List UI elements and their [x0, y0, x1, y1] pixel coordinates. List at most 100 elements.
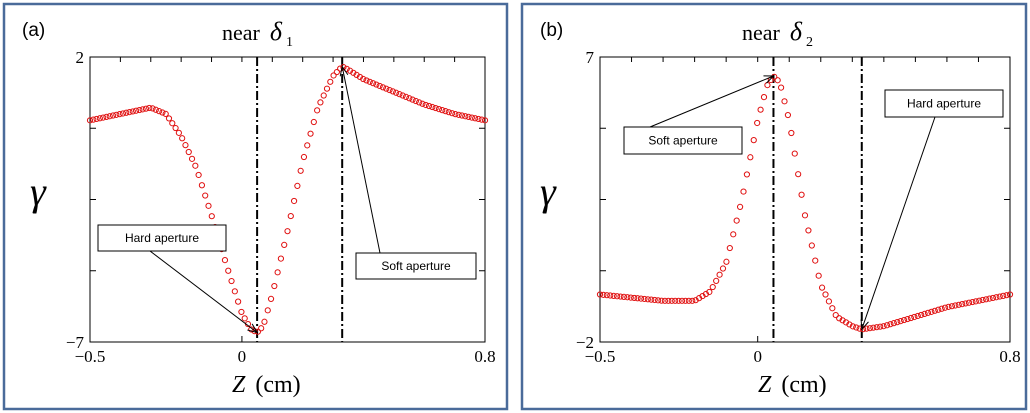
panel-a-data-point: [393, 89, 400, 96]
panel-a-annotation-text: Soft aperture: [381, 259, 451, 273]
panel-a-data-point: [383, 85, 390, 92]
panel-a-data-point: [445, 109, 452, 116]
panel-a-data-point: [274, 269, 281, 276]
panel-b-data-point: [743, 171, 751, 178]
panel-b-data-point: [928, 308, 935, 315]
panel-a-data-point: [304, 142, 311, 149]
panel-a-data-point: [86, 117, 94, 124]
panel-a: (a) near δ 1 γ Z (cm) −0.5 0 0.8 −7 2 Hard ap…: [2, 2, 509, 411]
panel-b-xtick-label: 0: [753, 347, 762, 366]
panel-b-data-point: [596, 291, 604, 298]
panel-a-data-point: [402, 93, 410, 101]
panel-b-data-point: [866, 325, 874, 332]
panel-b-data-point: [784, 111, 792, 119]
panel-b-data-point: [883, 322, 891, 329]
panel-b-data-point: [897, 318, 904, 325]
panel-a-data-point: [287, 212, 294, 220]
panel-a-data-point: [264, 307, 271, 314]
panel-a-data-point: [116, 111, 123, 118]
panel-a-data-point: [172, 124, 179, 132]
panel-b-data-point: [808, 242, 815, 249]
panel-a-data-point: [106, 113, 113, 120]
panel-b-data-point: [1003, 292, 1010, 299]
panel-b: (b) near δ 2 γ Z (cm) −0.5 0 0.8 −2 7 Soft ap…: [520, 2, 1028, 411]
panel-b-data-point: [914, 312, 921, 320]
panel-b-data-point: [620, 293, 628, 301]
panel-b-data-point: [870, 324, 877, 331]
panel-b-data-point: [938, 305, 945, 312]
panel-b-data-point: [719, 265, 727, 272]
panel-b-annotation-arrow: [861, 116, 936, 330]
panel-a-data-point: [468, 114, 475, 121]
panel-b-data-point: [829, 305, 836, 312]
panel-b-data-point: [682, 297, 689, 304]
panel-a-marks: −0.5 0 0.8 −7 2 Hard aperture Soft aperture: [66, 48, 496, 366]
panel-b-data-point: [788, 129, 795, 137]
panel-b-data-point: [880, 323, 887, 330]
panel-b-data-point: [631, 294, 638, 302]
panel-b-data-point: [969, 298, 976, 306]
panel-b-data-point: [624, 294, 631, 301]
panel-b-data-point: [918, 311, 925, 319]
panel-a-data-point: [290, 197, 298, 205]
panel-a-annotation-box: [97, 224, 227, 252]
panel-b-data-point: [948, 303, 956, 310]
panel-b-data-point: [754, 119, 761, 127]
panel-b-data-point: [986, 295, 993, 302]
panel-a-data-point: [109, 112, 117, 119]
panel-a-data-point: [169, 120, 176, 127]
panel-a-annotation-box: [355, 252, 477, 280]
panel-b-data-point: [805, 227, 812, 234]
panel-a-data-point: [294, 182, 301, 189]
panel-b-data-point: [665, 297, 672, 304]
panel-b-xtick-label: −0.5: [585, 347, 616, 366]
panel-a-data-point: [100, 114, 107, 121]
panel-b-annotation-text: Hard aperture: [907, 97, 981, 111]
panel-b-data-point: [935, 306, 942, 313]
panel-a-data-point: [465, 113, 472, 121]
panel-a-data-point: [136, 106, 143, 114]
panel-b-data-point: [849, 323, 856, 330]
panel-a-data-point: [142, 105, 150, 112]
panel-b-data-point: [774, 77, 781, 84]
panel-b-data-point: [689, 297, 696, 304]
panel-b-data-point: [651, 296, 658, 304]
panel-a-data-point: [119, 110, 127, 117]
panel-a-data-point: [185, 148, 192, 156]
panel-a-data-point: [123, 109, 130, 116]
panel-a-data-point: [192, 162, 199, 169]
panel-a-data-point: [327, 78, 334, 85]
panel-b-data-point: [996, 293, 1003, 300]
panel-b-data-point: [600, 291, 607, 298]
panel-a-data-point: [310, 118, 317, 126]
panel-b-data-point: [685, 297, 692, 304]
panel-b-data-point: [757, 106, 764, 113]
panel-a-data-point: [139, 106, 146, 113]
panel-a-data-point: [261, 318, 268, 325]
panel-a-arrow-head: [247, 323, 259, 334]
panel-b-data-point: [959, 301, 966, 308]
panel-b-ytick-label: 7: [586, 48, 595, 67]
panel-a-data-point: [399, 92, 406, 99]
panel-a-data-point: [165, 115, 173, 122]
panel-b-data-point: [668, 297, 675, 304]
panel-b-data-point: [736, 203, 744, 210]
panel-b-data-point: [976, 297, 983, 304]
panel-b-title: near δ 2: [742, 17, 813, 50]
panel-b-data-point: [815, 272, 822, 279]
panel-b-data-point: [644, 296, 651, 303]
panel-b-data-point: [972, 298, 979, 305]
panel-b-data-point: [603, 292, 610, 299]
panel-a-ytick-label: −7: [66, 333, 85, 352]
panel-a-data-point: [396, 91, 403, 98]
panel-b-annotation-text: Soft aperture: [648, 134, 718, 148]
panel-b-annotation-box: [623, 126, 743, 155]
panel-b-ytick-label: −2: [576, 333, 594, 352]
panel-a-arrow-head: [339, 65, 349, 77]
panel-b-data-point: [945, 303, 952, 310]
panel-a-data-point: [297, 167, 304, 174]
panel-b-data-point: [791, 150, 798, 157]
panel-a-data-point: [409, 96, 416, 103]
panel-b-data-point: [877, 323, 884, 330]
panel-a-data-point: [113, 111, 120, 118]
